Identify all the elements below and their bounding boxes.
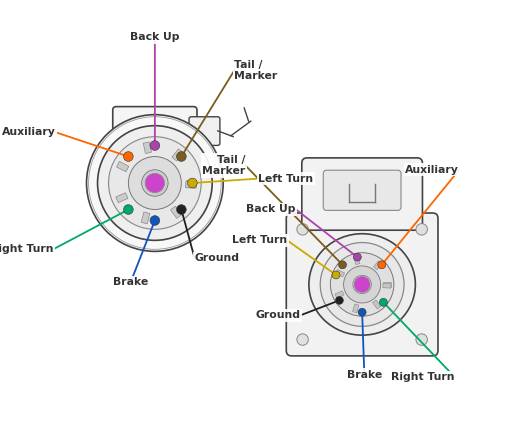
- FancyBboxPatch shape: [302, 158, 422, 230]
- Circle shape: [339, 261, 346, 269]
- Circle shape: [98, 126, 212, 240]
- FancyBboxPatch shape: [172, 149, 184, 161]
- FancyBboxPatch shape: [373, 261, 382, 269]
- FancyBboxPatch shape: [335, 291, 344, 298]
- Ellipse shape: [309, 234, 415, 335]
- FancyBboxPatch shape: [383, 283, 391, 288]
- FancyBboxPatch shape: [171, 206, 181, 218]
- FancyBboxPatch shape: [116, 193, 128, 203]
- Circle shape: [128, 157, 181, 209]
- Text: Brake: Brake: [113, 277, 148, 287]
- Text: Auxiliary: Auxiliary: [405, 165, 459, 175]
- Circle shape: [176, 205, 186, 214]
- FancyBboxPatch shape: [353, 304, 359, 313]
- Text: Right Turn: Right Turn: [0, 244, 53, 254]
- Text: Ground: Ground: [194, 253, 239, 263]
- Circle shape: [109, 137, 201, 229]
- Circle shape: [188, 178, 197, 188]
- FancyBboxPatch shape: [286, 213, 438, 356]
- Circle shape: [332, 271, 340, 279]
- Text: Tail /
Marker: Tail / Marker: [202, 155, 245, 176]
- FancyBboxPatch shape: [373, 300, 381, 309]
- Circle shape: [145, 173, 164, 193]
- Circle shape: [353, 275, 371, 294]
- FancyBboxPatch shape: [116, 161, 129, 172]
- Circle shape: [330, 253, 394, 316]
- Text: Back Up: Back Up: [247, 205, 296, 214]
- Text: Auxiliary: Auxiliary: [2, 127, 56, 137]
- FancyBboxPatch shape: [143, 142, 151, 153]
- Circle shape: [344, 266, 381, 303]
- FancyBboxPatch shape: [383, 282, 391, 287]
- Circle shape: [150, 216, 160, 225]
- Text: Left Turn: Left Turn: [232, 235, 287, 245]
- FancyBboxPatch shape: [189, 117, 220, 146]
- FancyBboxPatch shape: [113, 107, 197, 153]
- FancyBboxPatch shape: [336, 269, 345, 277]
- Circle shape: [297, 224, 308, 235]
- Text: Back Up: Back Up: [130, 33, 179, 42]
- Circle shape: [297, 334, 308, 345]
- Circle shape: [124, 205, 133, 214]
- Text: Tail /
Marker: Tail / Marker: [234, 60, 278, 81]
- Text: Left Turn: Left Turn: [258, 174, 314, 183]
- FancyBboxPatch shape: [323, 170, 401, 210]
- FancyBboxPatch shape: [186, 182, 196, 188]
- Text: Right Turn: Right Turn: [391, 372, 455, 382]
- Circle shape: [150, 141, 160, 150]
- Circle shape: [86, 115, 223, 251]
- Circle shape: [354, 277, 370, 292]
- Text: Ground: Ground: [255, 310, 300, 320]
- Circle shape: [416, 224, 428, 235]
- Circle shape: [416, 334, 428, 345]
- Circle shape: [336, 296, 343, 304]
- Text: Brake: Brake: [347, 370, 382, 380]
- Circle shape: [124, 152, 133, 161]
- Circle shape: [353, 253, 361, 261]
- Circle shape: [378, 261, 386, 269]
- Circle shape: [358, 308, 366, 316]
- FancyBboxPatch shape: [186, 180, 196, 186]
- Circle shape: [142, 170, 168, 196]
- Circle shape: [379, 298, 387, 306]
- FancyBboxPatch shape: [354, 256, 360, 265]
- Circle shape: [176, 152, 186, 161]
- Circle shape: [320, 243, 404, 326]
- FancyBboxPatch shape: [141, 212, 150, 224]
